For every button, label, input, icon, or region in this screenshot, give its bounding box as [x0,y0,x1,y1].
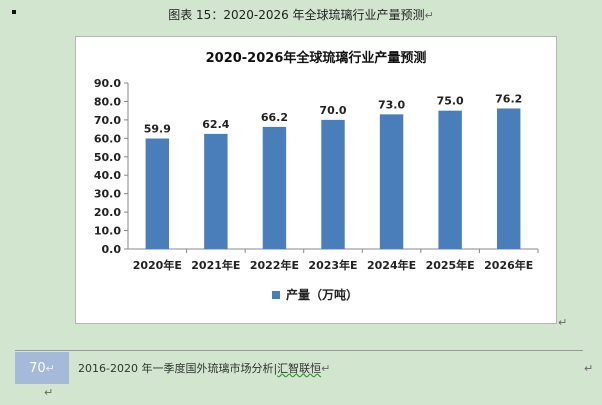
figure-caption-text: 图表 15：2020-2026 年全球琉璃行业产量预测 [168,8,425,22]
data-label: 66.2 [261,111,288,124]
bar [379,114,404,249]
x-tick-label: 2025年E [426,258,475,272]
page-number: 70 [29,360,46,376]
y-tick-label: 20.0 [94,206,121,219]
y-tick-label: 50.0 [94,151,121,164]
x-tick-label: 2026年E [484,258,533,272]
bar [204,133,228,249]
x-tick-label: 2023年E [308,258,357,272]
data-label: 62.4 [202,118,229,131]
y-tick-label: 80.0 [94,95,121,108]
x-tick-label: 2020年E [133,258,182,272]
bar-chart-plot: 0.0 10.0 20.0 30.0 40.0 50.0 60.0 70.0 80.0 90.0 5… [94,77,539,302]
bar [145,138,169,249]
footer-divider [15,350,583,351]
y-tick-label: 70.0 [94,114,121,127]
footer-paragraph-mark: ↵ [321,362,331,375]
footer-mark-right: ↵ [584,362,594,375]
y-tick-label: 60.0 [94,132,121,145]
footer-brand: 汇智联恒 [277,362,322,375]
footer-text: 2016-2020 年一季度国外琉璃市场分析|汇智联恒↵ [78,360,330,376]
figure-caption: 图表 15：2020-2026 年全球琉璃行业产量预测↵ [0,6,602,23]
footer-report-title: 2016-2020 年一季度国外琉璃市场分析| [78,362,278,375]
y-tick-label: 30.0 [94,188,121,201]
x-tick-label: 2022年E [250,258,299,272]
x-tick-label: 2024年E [367,258,416,272]
x-tick-label: 2021年E [191,258,240,272]
y-tick-label: 90.0 [94,77,121,90]
page-number-mark: ↵ [45,361,55,375]
data-label: 75.0 [437,95,464,108]
bar [497,108,521,249]
y-tick-label: 40.0 [94,169,121,182]
data-label: 73.0 [378,98,405,111]
paragraph-mark-after-chart: ↵ [558,316,568,329]
bar [262,126,287,249]
bar [438,110,462,250]
chart-title: 2020-2026年全球琉璃行业产量预测 [205,51,427,66]
bar [321,119,345,249]
footer-mark-left: ↵ [44,386,54,399]
list-bullet [12,10,16,14]
page-number-box: 70 ↵ [15,352,69,384]
data-label: 59.9 [144,123,171,136]
legend-swatch [272,291,280,299]
data-label: 76.2 [495,92,522,105]
data-label: 70.0 [319,104,346,117]
paragraph-mark: ↵ [424,9,434,22]
legend-label: 产量（万吨） [286,287,358,302]
y-tick-label: 10.0 [94,225,121,238]
y-tick-label: 0.0 [102,243,122,256]
chart-container[interactable]: 2020-2026年全球琉璃行业产量预测 0.0 10.0 20.0 30.0 40.0… [75,36,557,324]
